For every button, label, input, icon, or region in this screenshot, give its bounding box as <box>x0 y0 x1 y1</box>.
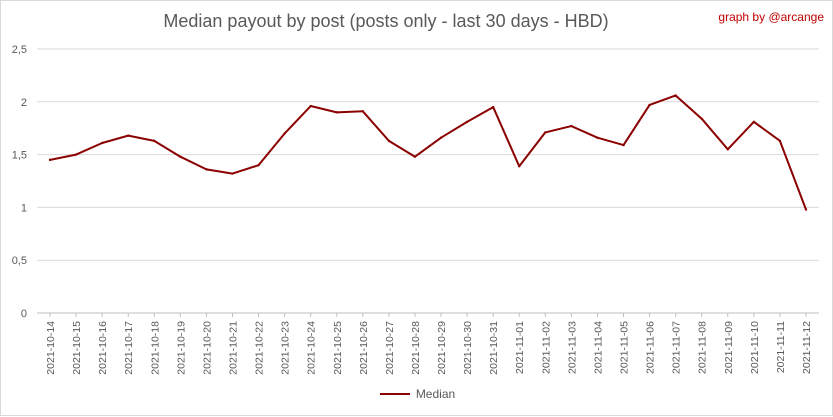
x-tick-label: 2021-10-27 <box>384 321 396 375</box>
data-point <box>74 153 78 156</box>
y-tick-label: 1,5 <box>12 150 27 162</box>
x-tick-label: 2021-10-20 <box>201 321 213 375</box>
x-tick-label: 2021-11-07 <box>671 321 683 374</box>
y-tick-label: 2,5 <box>12 44 27 56</box>
data-point <box>257 163 260 167</box>
data-point <box>153 139 156 143</box>
data-point <box>465 120 469 124</box>
x-tick-label: 2021-11-04 <box>592 321 604 374</box>
data-point <box>100 141 104 145</box>
x-tick-label: 2021-10-26 <box>358 321 370 375</box>
y-tick-label: 1 <box>21 202 27 214</box>
data-point <box>778 139 782 143</box>
x-tick-label: 2021-11-03 <box>566 321 578 374</box>
x-tick-label: 2021-10-28 <box>410 321 422 375</box>
x-tick-label: 2021-11-08 <box>697 321 709 374</box>
x-tick-label: 2021-10-15 <box>71 321 83 375</box>
data-point <box>518 165 521 168</box>
x-tick-label: 2021-10-25 <box>332 321 344 375</box>
x-tick-label: 2021-11-10 <box>749 321 761 374</box>
legend: Median <box>1 387 833 401</box>
y-tick-label: 0 <box>21 308 27 320</box>
data-point <box>726 148 729 151</box>
x-tick-label: 2021-10-24 <box>306 321 318 375</box>
data-point <box>752 120 756 124</box>
x-tick-label: 2021-10-14 <box>45 321 57 375</box>
x-tick-label: 2021-11-11 <box>775 321 787 373</box>
data-point <box>570 124 573 128</box>
data-point <box>648 103 651 107</box>
x-tick-label: 2021-10-17 <box>123 321 135 375</box>
chart-credit: graph by @arcange <box>718 10 824 24</box>
x-tick-label: 2021-11-02 <box>540 321 552 374</box>
y-tick-label: 0,5 <box>12 255 27 267</box>
data-point <box>283 132 286 135</box>
data-point <box>205 168 208 171</box>
data-point <box>596 136 599 139</box>
x-tick-label: 2021-10-18 <box>149 321 161 375</box>
x-tick-label: 2021-10-29 <box>436 321 448 375</box>
data-point <box>622 143 625 147</box>
x-tick-label: 2021-10-21 <box>228 321 240 375</box>
data-point <box>700 117 703 120</box>
x-tick-label: 2021-11-09 <box>723 321 735 374</box>
chart-title: Median payout by post (posts only - last… <box>163 11 609 31</box>
data-point <box>179 155 182 158</box>
x-tick-label: 2021-10-16 <box>97 321 109 375</box>
data-point <box>544 131 547 134</box>
x-tick-label: 2021-11-12 <box>801 321 813 374</box>
data-point <box>387 139 391 143</box>
x-tick-label: 2021-11-05 <box>619 321 631 374</box>
x-tick-label: 2021-10-23 <box>280 321 292 375</box>
legend-label: Median <box>415 387 456 401</box>
y-tick-label: 2 <box>21 97 27 109</box>
series-line-median <box>49 94 807 211</box>
data-point <box>491 105 495 109</box>
data-point <box>231 172 234 175</box>
data-point <box>439 136 443 139</box>
data-point <box>413 155 417 158</box>
data-point <box>309 104 312 108</box>
x-tick-label: 2021-11-01 <box>514 321 526 374</box>
data-point <box>674 94 677 97</box>
data-point <box>48 158 52 162</box>
x-tick-label: 2021-11-06 <box>645 321 657 374</box>
x-tick-label: 2021-10-19 <box>175 321 187 375</box>
legend-swatch <box>379 393 410 395</box>
x-tick-label: 2021-10-30 <box>462 321 474 375</box>
data-point <box>335 111 338 114</box>
data-point <box>361 110 365 113</box>
x-tick-label: 2021-10-22 <box>254 321 266 375</box>
data-point <box>127 134 130 137</box>
data-point <box>804 208 808 211</box>
x-tick-label: 2021-10-31 <box>488 321 500 375</box>
